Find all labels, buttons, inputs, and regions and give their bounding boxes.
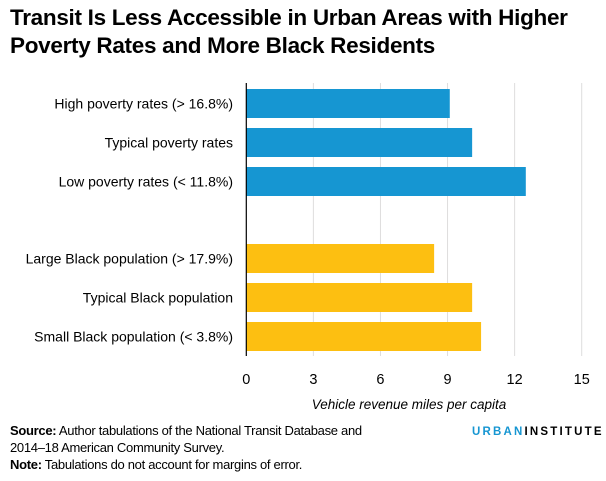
x-tick-label: 3 — [309, 372, 317, 388]
bar — [246, 283, 473, 312]
bar — [246, 167, 526, 196]
chart-title: Transit Is Less Accessible in Urban Area… — [10, 5, 568, 58]
category-label: High poverty rates (> 16.8%) — [54, 96, 233, 112]
source-note-line2: 2014–18 American Community Survey. — [10, 440, 225, 455]
category-label: Low poverty rates (< 11.8%) — [59, 174, 233, 190]
x-tick-label: 15 — [574, 372, 590, 388]
bar — [246, 244, 435, 273]
bar — [246, 89, 450, 118]
urban-institute-logo: URBANINSTITUTE — [472, 426, 604, 438]
source-note: Source: Author tabulations of the Nation… — [10, 423, 362, 439]
category-label: Small Black population (< 3.8%) — [34, 329, 233, 345]
x-tick-label: 12 — [507, 372, 523, 388]
category-label: Typical poverty rates — [105, 135, 233, 151]
note-label: Note: — [10, 457, 42, 472]
bar — [246, 322, 482, 351]
category-label: Typical Black population — [83, 290, 233, 306]
source-text: Author tabulations of the National Trans… — [56, 423, 362, 438]
note: Note: Tabulations do not account for mar… — [10, 457, 302, 473]
source-label: Source: — [10, 423, 57, 438]
x-tick-label: 9 — [444, 372, 452, 388]
category-label: Large Black population (> 17.9%) — [26, 251, 233, 267]
bar — [246, 128, 473, 157]
x-tick-label: 6 — [376, 372, 384, 388]
x-axis-label: Vehicle revenue miles per capita — [312, 397, 507, 412]
x-tick-label: 0 — [242, 372, 250, 388]
note-text: Tabulations do not account for margins o… — [41, 457, 303, 472]
